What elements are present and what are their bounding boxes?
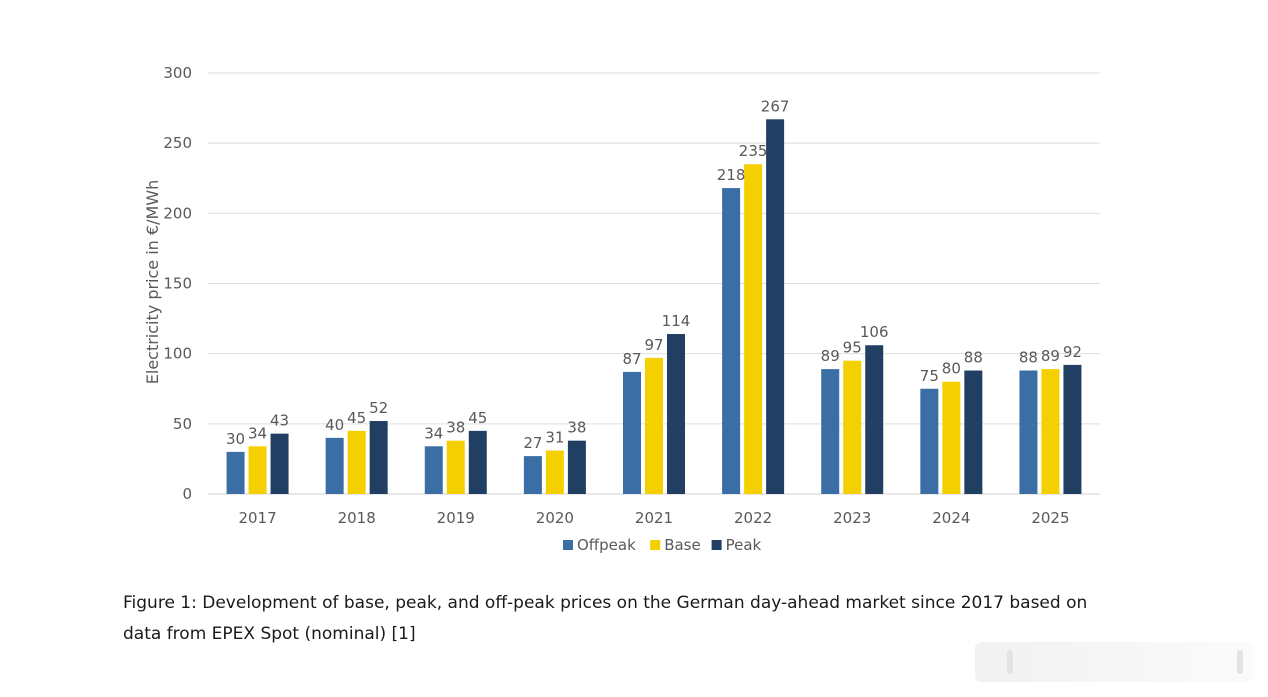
legend-swatch-offpeak	[563, 540, 573, 550]
y-tick-label: 100	[163, 345, 192, 363]
x-tick-label: 2021	[635, 509, 673, 527]
bar-base-2018	[347, 430, 366, 494]
legend: Offpeak Base Peak	[563, 536, 762, 554]
legend-label-base: Base	[664, 536, 701, 554]
data-label: 40	[325, 416, 344, 434]
x-tick-label: 2022	[734, 509, 772, 527]
bar-peak-2024	[964, 370, 983, 494]
legend-swatch-peak	[711, 540, 722, 550]
bar-peak-2017	[270, 433, 289, 494]
data-label: 38	[567, 419, 586, 437]
bar-base-2017	[248, 446, 267, 494]
data-label: 38	[446, 419, 465, 437]
overlay-mark	[1237, 650, 1243, 674]
bar-offpeak-2020	[523, 456, 542, 494]
legend-swatch-base	[650, 540, 661, 550]
x-tick-label: 2025	[1031, 509, 1069, 527]
y-tick-label: 300	[163, 64, 192, 82]
bar-base-2019	[446, 440, 465, 494]
bar-peak-2018	[369, 421, 388, 494]
bar-peak-2025	[1063, 364, 1082, 494]
overlay-mark	[1007, 650, 1013, 674]
data-label: 34	[248, 424, 267, 442]
data-label: 88	[1019, 349, 1038, 367]
x-tick-label: 2018	[338, 509, 376, 527]
data-label: 52	[369, 399, 388, 417]
bar-base-2022	[744, 164, 763, 494]
bar-base-2020	[545, 450, 564, 494]
bar-peak-2023	[865, 345, 884, 494]
y-tick-label: 200	[163, 204, 192, 222]
data-label: 45	[468, 409, 487, 427]
legend-label-peak: Peak	[726, 536, 762, 554]
x-tick-label: 2019	[437, 509, 475, 527]
page-scroll-overlay	[975, 642, 1253, 682]
bars	[226, 119, 1082, 494]
data-label: 235	[739, 142, 768, 160]
data-label: 30	[226, 430, 245, 448]
data-label: 75	[920, 367, 939, 385]
y-tick-label: 250	[163, 134, 192, 152]
bar-offpeak-2021	[623, 371, 641, 494]
bar-peak-2019	[468, 430, 487, 494]
bar-offpeak-2024	[920, 388, 939, 494]
data-label: 80	[942, 360, 961, 378]
bar-peak-2020	[567, 440, 586, 494]
data-label: 87	[622, 350, 641, 368]
data-label: 97	[644, 336, 663, 354]
x-tick-label: 2024	[932, 509, 970, 527]
data-label: 89	[1041, 347, 1060, 365]
bar-offpeak-2022	[722, 188, 741, 494]
x-tick-label: 2023	[833, 509, 871, 527]
x-tick-label: 2020	[536, 509, 574, 527]
data-label: 43	[270, 412, 289, 430]
data-label: 31	[545, 428, 564, 446]
y-tick-label: 150	[163, 275, 192, 293]
chart-area: 0 50 100 150 200 250 300 30 34 43 40 45 52 34 38 45 27 3…	[143, 64, 1100, 554]
data-label: 106	[860, 323, 889, 341]
data-label: 218	[717, 166, 746, 184]
bar-base-2024	[942, 381, 961, 494]
data-label: 92	[1063, 343, 1082, 361]
bar-peak-2021	[667, 334, 685, 494]
data-label: 267	[761, 97, 790, 115]
bar-offpeak-2018	[325, 437, 344, 494]
bar-base-2023	[843, 360, 862, 494]
y-axis-ticks: 0 50 100 150 200 250 300	[163, 64, 192, 503]
gridlines	[208, 72, 1100, 495]
data-label: 27	[523, 434, 542, 452]
bar-peak-2022	[766, 119, 785, 494]
y-tick-label: 50	[173, 415, 192, 433]
bar-base-2021	[645, 357, 663, 494]
data-label: 114	[662, 312, 691, 330]
x-axis-ticks: 2017 2018 2019 2020 2021 2022 2023 2024 2025	[238, 509, 1069, 527]
bar-offpeak-2025	[1019, 370, 1038, 494]
legend-label-offpeak: Offpeak	[577, 536, 636, 554]
y-tick-label: 0	[182, 485, 192, 503]
data-label: 89	[821, 347, 840, 365]
bar-base-2025	[1041, 369, 1060, 494]
data-label: 88	[964, 349, 983, 367]
x-tick-label: 2017	[238, 509, 276, 527]
figure-caption: Figure 1: Development of base, peak, and…	[123, 593, 1088, 644]
y-axis-title: Electricity price in €/MWh	[143, 180, 162, 384]
bar-offpeak-2019	[424, 446, 443, 494]
data-label: 45	[347, 409, 366, 427]
data-label: 95	[843, 339, 862, 357]
bar-offpeak-2017	[226, 451, 245, 494]
data-label: 34	[424, 424, 443, 442]
bar-offpeak-2023	[821, 369, 840, 494]
